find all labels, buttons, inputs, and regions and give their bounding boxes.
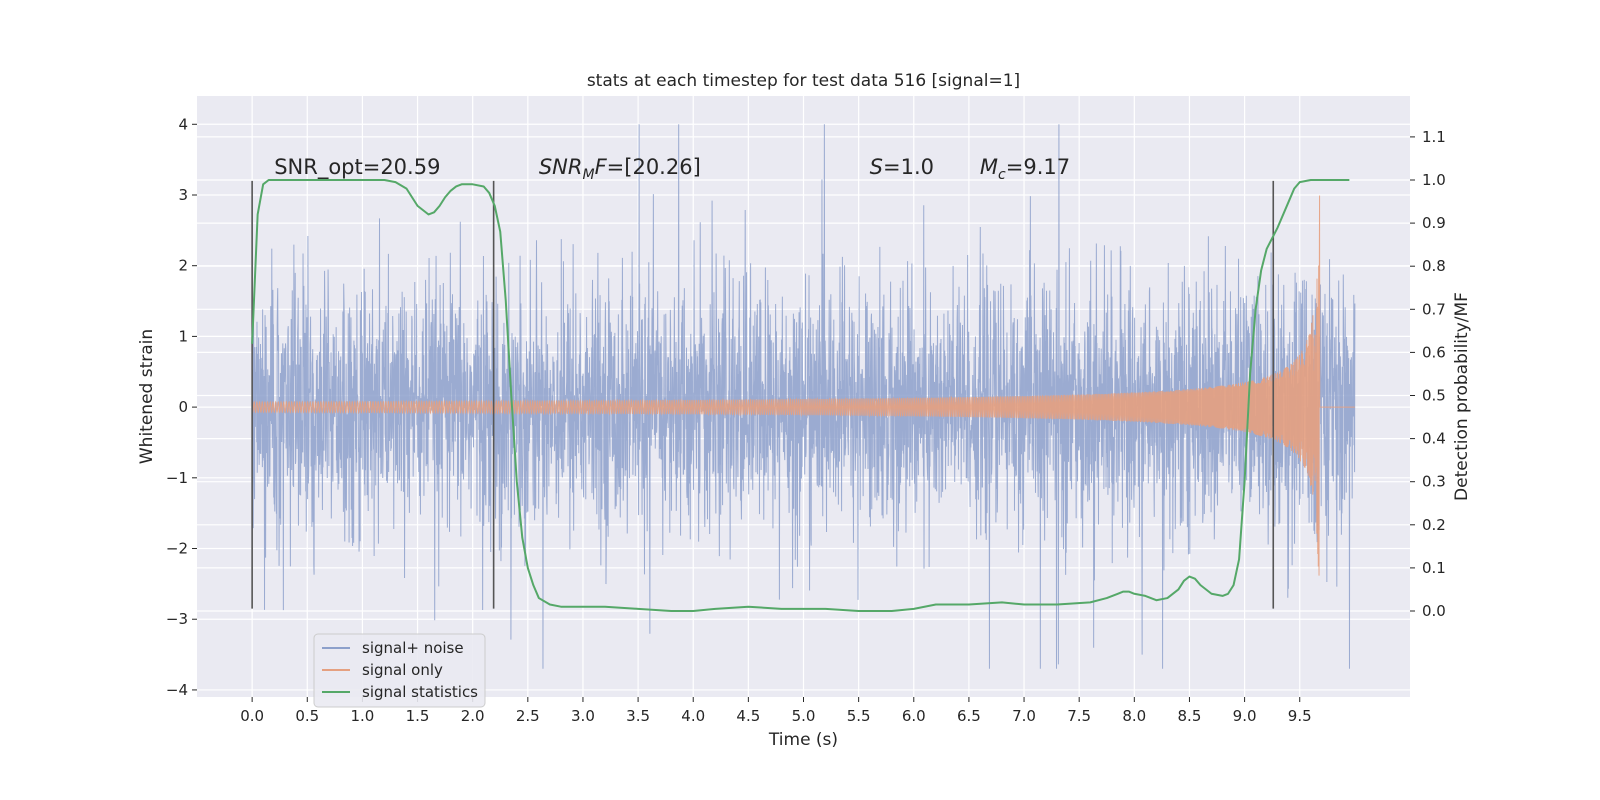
y-axis-label: Whitened strain <box>137 329 157 464</box>
x-tick-label: 1.5 <box>406 707 430 725</box>
y2-tick-label: 0.5 <box>1422 387 1446 405</box>
x-tick-label: 9.5 <box>1288 707 1312 725</box>
x-tick-label: 6.0 <box>902 707 926 725</box>
x-tick-label: 0.5 <box>295 707 319 725</box>
series-signal-statistics <box>251 179 1350 612</box>
y-tick-label: −2 <box>166 540 188 558</box>
annotation: SNR_opt=20.59 <box>274 155 440 180</box>
annotation: Mc=9.17 <box>980 155 1070 183</box>
legend-label: signal+ noise <box>362 639 464 657</box>
x-tick-label: 0.0 <box>240 707 264 725</box>
signal-noise-line <box>251 124 1356 669</box>
y-tick-label: −3 <box>166 610 188 628</box>
y2-tick-label: 0.3 <box>1422 473 1446 491</box>
annotation: SNRMF=[20.26] <box>539 155 701 183</box>
y2-tick-label: 1.1 <box>1422 128 1446 146</box>
x-tick-label: 2.5 <box>516 707 540 725</box>
y2-tick-label: 0.7 <box>1422 300 1446 318</box>
x-tick-label: 3.5 <box>626 707 650 725</box>
legend-box <box>313 633 486 708</box>
annotations: SNR_opt=20.59 SNRMF=[20.26] S=1.0 Mc=9.17 <box>274 155 1070 183</box>
x-tick-label: 4.5 <box>736 707 760 725</box>
x-tick-label: 9.0 <box>1233 707 1257 725</box>
y-tick-label: 2 <box>178 257 188 275</box>
y2-axis-label: Detection probability/MF <box>1452 292 1472 501</box>
y2-tick-label: 0.8 <box>1422 257 1446 275</box>
legend: signal+ noise signal only signal statistic… <box>313 633 486 708</box>
x-tick-label: 6.5 <box>957 707 981 725</box>
x-tick-label: 7.5 <box>1067 707 1091 725</box>
y-tick-label: −1 <box>166 469 188 487</box>
x-tick-label: 7.0 <box>1012 707 1036 725</box>
x-tick-label: 3.0 <box>571 707 595 725</box>
series-signal-only <box>251 195 1355 576</box>
y-tick-label: 4 <box>178 115 188 133</box>
y2-tick-label: 0.6 <box>1422 343 1446 361</box>
x-tick-label: 8.5 <box>1178 707 1202 725</box>
y-axis-ticks: −4 −3 −2 −1 0 1 2 3 4 <box>166 115 197 699</box>
y2-tick-label: 0.4 <box>1422 430 1446 448</box>
y2-tick-label: 0.2 <box>1422 516 1446 534</box>
y2-axis-ticks: 0.0 0.1 0.2 0.3 0.4 0.5 0.6 0.7 0.8 0.9 1.0 1.1 <box>1410 128 1446 620</box>
x-axis-ticks: 0.0 0.5 1.0 1.5 2.0 2.5 3.0 3.5 4.0 4.5 5.0 5.5 6.0 6… <box>240 697 1312 725</box>
x-axis-label: Time (s) <box>768 730 838 750</box>
x-tick-label: 2.0 <box>461 707 485 725</box>
vertical-markers <box>251 180 1275 609</box>
y-tick-label: 0 <box>178 398 188 416</box>
x-tick-label: 8.0 <box>1122 707 1146 725</box>
y-tick-label: −4 <box>166 681 188 699</box>
annotation: S=1.0 <box>870 155 934 179</box>
x-tick-label: 4.0 <box>681 707 705 725</box>
y-tick-label: 1 <box>178 327 188 345</box>
y2-tick-label: 0.9 <box>1422 214 1446 232</box>
chart-title: stats at each timestep for test data 516… <box>587 71 1020 91</box>
y-tick-label: 3 <box>178 186 188 204</box>
y2-tick-label: 0.1 <box>1422 559 1446 577</box>
signal-only-line <box>251 195 1355 576</box>
x-tick-label: 1.0 <box>350 707 374 725</box>
series-signal-noise <box>251 124 1356 669</box>
legend-label: signal only <box>362 661 443 679</box>
y2-tick-label: 0.0 <box>1422 602 1446 620</box>
legend-label: signal statistics <box>362 683 478 701</box>
x-tick-label: 5.5 <box>847 707 871 725</box>
signal-statistics-line <box>251 179 1350 612</box>
x-tick-label: 5.0 <box>792 707 816 725</box>
y2-tick-label: 1.0 <box>1422 171 1446 189</box>
